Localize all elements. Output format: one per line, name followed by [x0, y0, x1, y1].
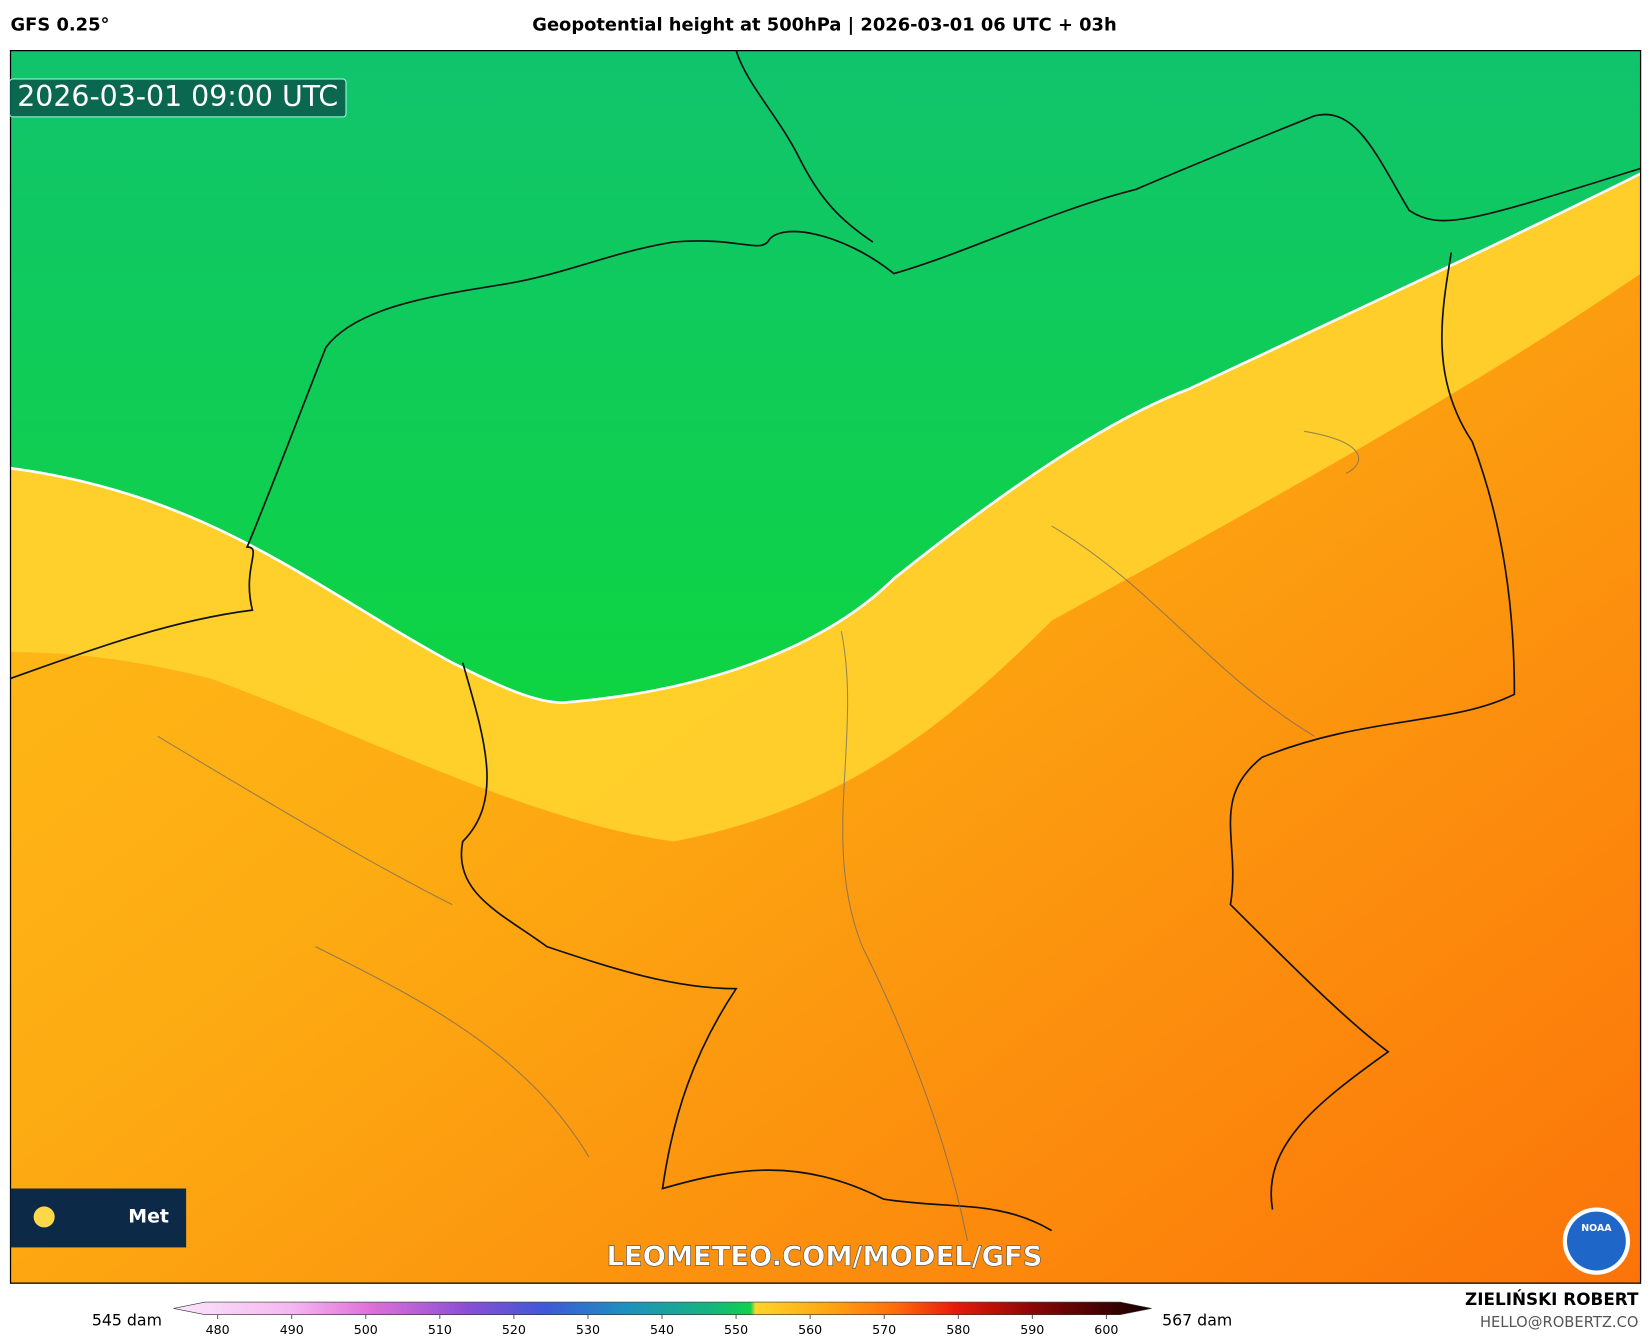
colorbar-tick-label: 550: [724, 1322, 748, 1337]
max-label: 567 dam: [1162, 1311, 1232, 1330]
colorbar-tick-label: 590: [1020, 1322, 1044, 1337]
map-frame: [9, 49, 1642, 1284]
agency-badge-text: NOAA: [1581, 1223, 1612, 1234]
colorbar-tick-label: 530: [576, 1322, 600, 1337]
field-green: [10, 50, 1641, 703]
colorbar: [173, 1301, 1152, 1316]
colorbar-tick-label: 500: [354, 1322, 378, 1337]
min-label: 545 dam: [92, 1311, 162, 1330]
coastlines: [10, 50, 1641, 1232]
colorbar-tick-label: 480: [206, 1322, 230, 1337]
valid-time-box: [8, 78, 347, 118]
colorbar-tick-label: 580: [946, 1322, 970, 1337]
logo-sun: [33, 1206, 55, 1228]
email: HELLO@ROBERTZ.CO: [1480, 1314, 1639, 1331]
valid-time: 2026-03-01 09:00 UTC: [17, 80, 338, 113]
colorbar-tick-label: 600: [1094, 1322, 1118, 1337]
colorbar-tick-label: 520: [502, 1322, 526, 1337]
colorbar-tick-label: 510: [428, 1322, 452, 1337]
map-area: [10, 50, 1641, 1284]
colorbar-ticks: 480 490 500 510 520 530 540 550 560 570 580 590 600: [206, 1314, 1118, 1337]
model-name: GFS 0.25°: [11, 14, 110, 35]
agency-badge: [1566, 1211, 1626, 1271]
map-title: Geopotential height at 500hPa | 2026-03-…: [532, 14, 1116, 35]
field-yellow: [10, 173, 1641, 842]
logo-text: Met: [128, 1205, 169, 1227]
admin-borders: [157, 430, 1360, 1242]
colorbar-tick-label: 560: [798, 1322, 822, 1337]
author: ZIELIŃSKI ROBERT: [1465, 1288, 1639, 1309]
watermark: LEOMETEO.COM/MODEL/GFS: [607, 1241, 1043, 1272]
contour-line: [10, 172, 1641, 704]
colorbar-tick-label: 490: [280, 1322, 304, 1337]
colorbar-tick-label: 540: [650, 1322, 674, 1337]
colorbar-tick-label: 570: [872, 1322, 896, 1337]
